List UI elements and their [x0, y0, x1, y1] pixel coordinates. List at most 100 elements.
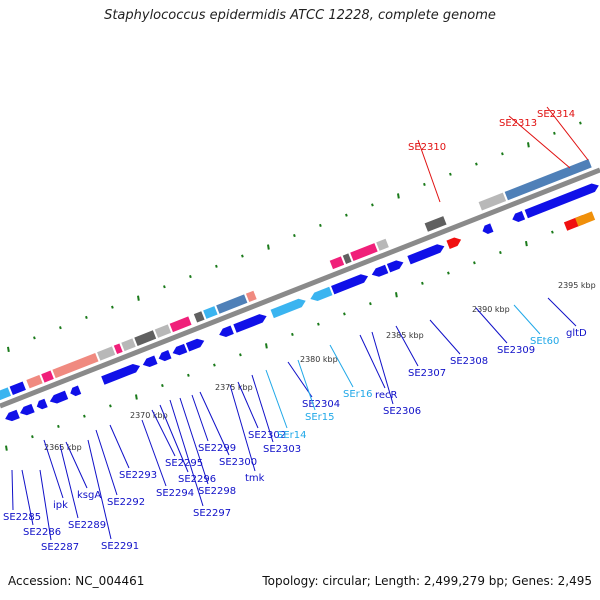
gene-label: SE2308: [450, 356, 488, 367]
gene-feature: [504, 158, 592, 201]
gene-block: [0, 387, 12, 401]
outer-tick-mark: [475, 162, 478, 166]
gene-label: SE2286: [23, 527, 61, 538]
gene-leader-line: [547, 297, 577, 327]
gene-label: SE2291: [101, 541, 139, 552]
gene-label: SE2296: [178, 474, 216, 485]
gene-feature: [9, 381, 26, 396]
inner-tick-mark: [421, 281, 424, 285]
gene-arrow: [512, 210, 526, 222]
outer-tick-mark: [267, 244, 270, 250]
gene-leader-line: [59, 444, 79, 519]
gene-feature: [270, 298, 306, 319]
inner-tick-mark: [83, 414, 86, 418]
gene-leader-line: [39, 469, 52, 541]
outer-tick-mark: [7, 346, 10, 353]
gene-block: [376, 238, 389, 251]
gene-feature: [26, 374, 43, 389]
gene-leader-line: [109, 424, 130, 469]
gene-block: [113, 343, 123, 355]
gene-arrow: [310, 286, 333, 301]
gene-label: SE2306: [383, 406, 421, 417]
gene-feature: [478, 192, 507, 211]
outer-tick-mark: [553, 131, 556, 135]
gene-leader-line: [169, 399, 204, 507]
gene-block: [329, 256, 345, 270]
gene-label: SE2297: [193, 508, 231, 519]
outer-tick-mark: [527, 142, 530, 148]
kbp-label: 2385 kbp: [386, 331, 424, 340]
gene-feature: [512, 210, 526, 222]
kbp-label: 2380 kbp: [300, 355, 338, 364]
outer-tick-mark: [59, 326, 62, 330]
gene-leader-line: [359, 334, 386, 389]
gene-feature: [52, 352, 99, 379]
inner-tick-mark: [395, 292, 398, 298]
gene-leader-line: [546, 106, 589, 161]
gene-arrow: [331, 274, 369, 295]
gene-feature: [386, 260, 404, 273]
gene-feature: [203, 306, 218, 319]
gene-arrow: [446, 237, 462, 249]
gene-block: [424, 216, 447, 232]
inner-tick-mark: [551, 230, 554, 234]
gene-feature: [49, 390, 69, 404]
gene-arrow: [172, 343, 188, 356]
map-title: Staphylococcus epidermidis ATCC 12228, c…: [104, 8, 496, 23]
gene-leader-line: [179, 397, 209, 485]
kbp-label: 2395 kbp: [558, 281, 596, 290]
gene-feature: [575, 211, 596, 227]
outer-tick-mark: [137, 295, 140, 301]
inner-tick-mark: [161, 383, 164, 388]
gene-arrow: [407, 244, 445, 265]
gene-block: [52, 352, 99, 379]
outer-tick-mark: [449, 172, 452, 176]
gene-feature: [5, 409, 20, 422]
outer-tick-mark: [163, 285, 166, 289]
gene-feature: [524, 183, 599, 219]
outer-tick-mark: [85, 315, 88, 319]
gene-block: [350, 243, 378, 262]
inner-tick-mark: [317, 322, 320, 326]
gene-arrow: [20, 403, 35, 416]
gene-block: [97, 346, 116, 361]
gene-arrow: [5, 409, 20, 422]
kbp-label: 2375 kbp: [215, 383, 253, 392]
gene-feature: [36, 398, 48, 410]
gene-leader-line: [329, 344, 354, 388]
gene-feature: [310, 286, 333, 301]
gene-feature: [219, 325, 234, 337]
gene-label: ksgA: [77, 490, 101, 501]
gene-arrow: [233, 314, 267, 333]
inner-tick-mark: [135, 394, 138, 400]
gene-block: [478, 192, 507, 211]
gene-label: SE2302: [248, 430, 286, 441]
gene-feature: [158, 350, 172, 362]
gene-label: tmk: [245, 473, 265, 484]
gene-arrow: [524, 183, 599, 219]
gene-leader-line: [513, 304, 541, 335]
gene-label: SE2285: [3, 512, 41, 523]
gene-label: gltD: [566, 328, 587, 339]
gene-feature: [20, 403, 35, 416]
gene-feature: [185, 338, 205, 352]
gene-block: [216, 294, 248, 314]
gene-leader-line: [371, 331, 394, 405]
outer-tick-mark: [397, 193, 400, 199]
gene-leader-line: [141, 419, 167, 487]
kbp-label: 2390 kbp: [472, 305, 510, 314]
outer-tick-mark: [189, 274, 192, 279]
gene-leader-line: [95, 429, 118, 496]
gene-leader-line: [43, 439, 64, 499]
gene-arrow: [386, 260, 404, 273]
gene-label: SEr16: [343, 389, 373, 400]
gene-feature: [216, 294, 248, 314]
gene-block: [154, 324, 172, 338]
gene-feature: [407, 244, 445, 265]
gene-label: SE2298: [198, 486, 236, 497]
inner-tick-mark: [447, 271, 450, 275]
gene-label: SE2309: [497, 345, 535, 356]
gene-leader-line: [199, 391, 230, 456]
inner-tick-mark: [369, 302, 372, 306]
